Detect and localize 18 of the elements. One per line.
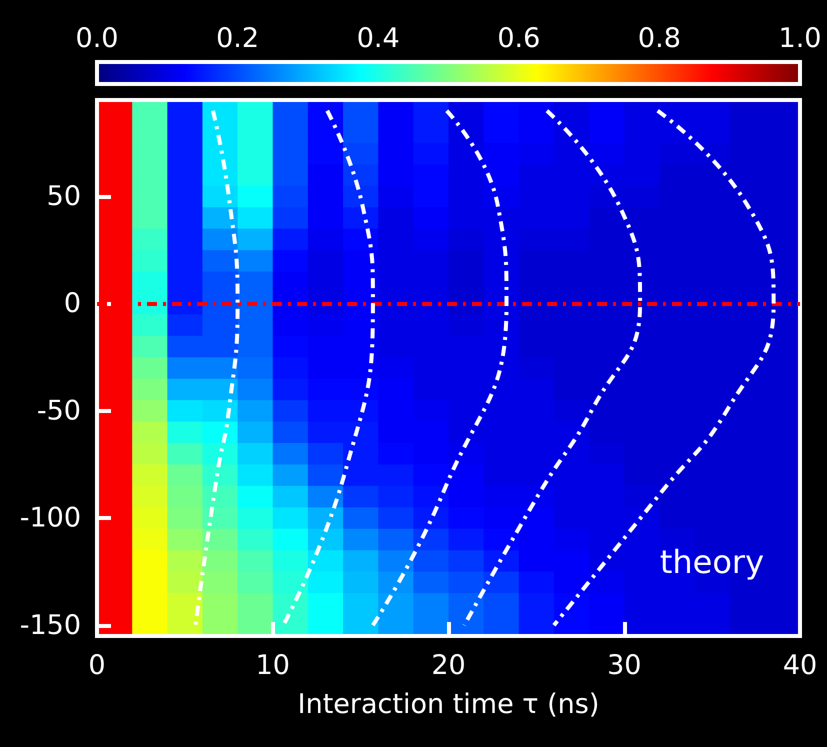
x-tick-label: 0 — [88, 650, 106, 681]
color-bar-label: 0.0 — [76, 23, 118, 54]
color-bar-label: 0.2 — [216, 23, 260, 54]
x-tick-label: 40 — [782, 650, 818, 681]
color-bar-label: 0.4 — [356, 23, 400, 54]
y-tick-label: 50 — [46, 180, 81, 212]
x-tick-label: 30 — [607, 650, 642, 681]
y-tick-label: -100 — [20, 502, 81, 534]
y-tick-label: -150 — [20, 610, 81, 641]
color-bar-label: 0.8 — [638, 23, 681, 54]
color-bar-label: 0.6 — [497, 23, 540, 54]
x-axis-title: Interaction time τ (ns) — [298, 689, 600, 720]
x-tick-label: 20 — [431, 650, 466, 681]
annotation: theory — [660, 543, 764, 581]
y-tick-label: 0 — [64, 288, 81, 320]
y-tick-label: -50 — [36, 395, 81, 426]
x-tick-label: 10 — [256, 650, 290, 681]
color-bar-label: 1.0 — [778, 23, 822, 54]
